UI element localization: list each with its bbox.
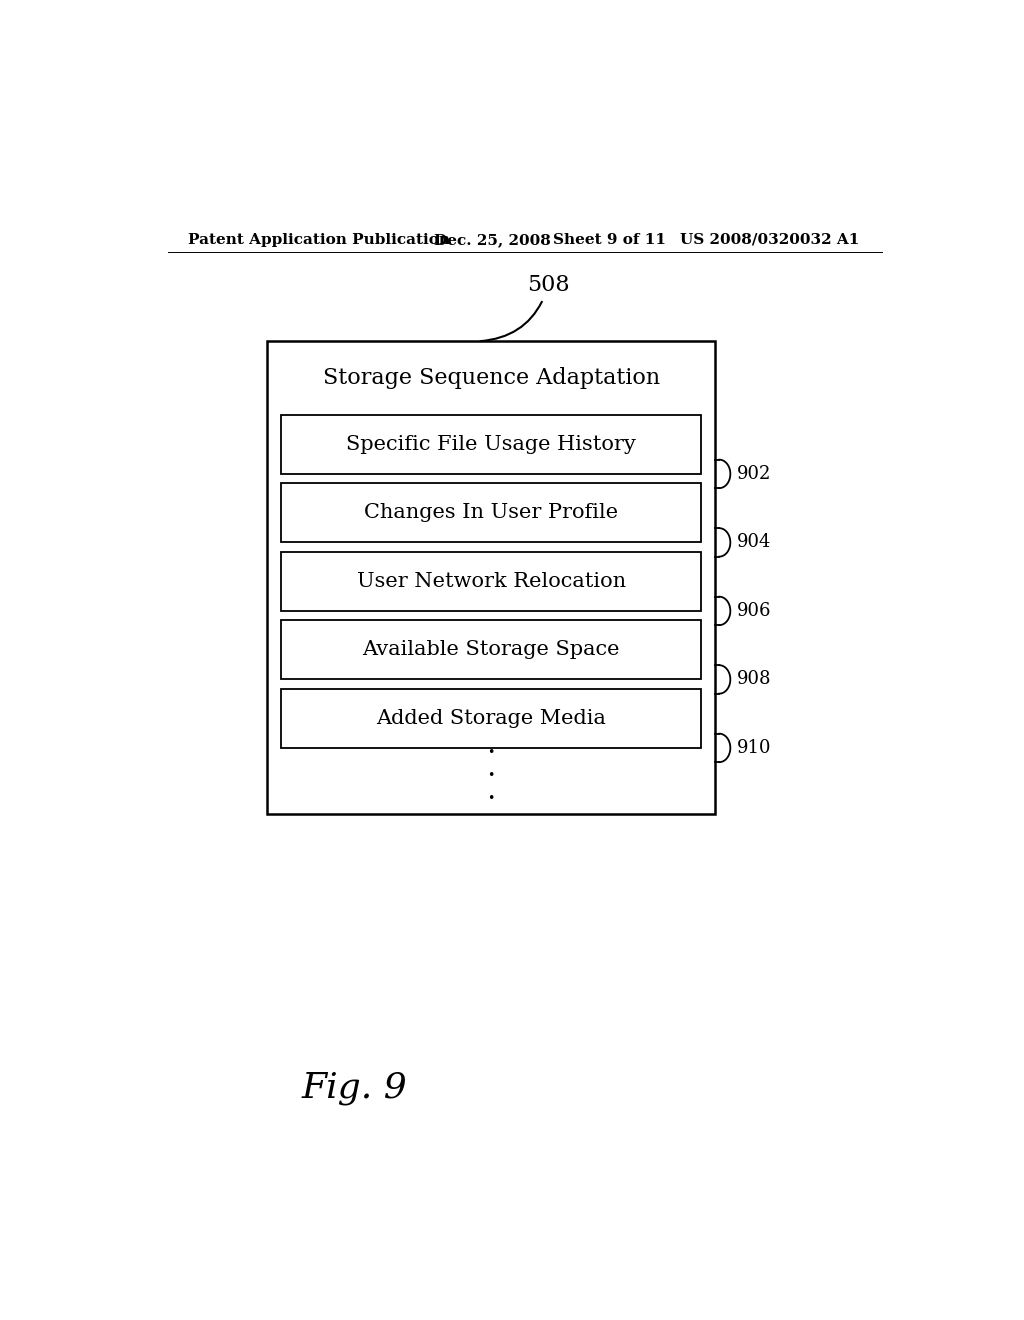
- Bar: [282, 620, 701, 680]
- Text: 906: 906: [736, 602, 771, 620]
- Bar: [282, 689, 701, 748]
- Text: Sheet 9 of 11: Sheet 9 of 11: [553, 232, 666, 247]
- Bar: [282, 414, 701, 474]
- Text: Patent Application Publication: Patent Application Publication: [187, 232, 450, 247]
- Text: Fig. 9: Fig. 9: [301, 1072, 408, 1105]
- Text: Changes In User Profile: Changes In User Profile: [364, 503, 618, 523]
- Bar: [282, 552, 701, 611]
- Text: Dec. 25, 2008: Dec. 25, 2008: [433, 232, 551, 247]
- Text: Storage Sequence Adaptation: Storage Sequence Adaptation: [323, 367, 659, 389]
- Bar: [267, 342, 715, 814]
- Text: 910: 910: [736, 739, 771, 756]
- Text: 508: 508: [480, 275, 569, 341]
- Text: 908: 908: [736, 671, 771, 689]
- Text: User Network Relocation: User Network Relocation: [356, 572, 626, 591]
- Text: Specific File Usage History: Specific File Usage History: [346, 434, 636, 454]
- Text: 902: 902: [736, 465, 771, 483]
- Text: Available Storage Space: Available Storage Space: [362, 640, 620, 659]
- Bar: [282, 483, 701, 543]
- Text: •
•
•: • • •: [487, 746, 495, 805]
- Text: 904: 904: [736, 533, 771, 552]
- Text: US 2008/0320032 A1: US 2008/0320032 A1: [680, 232, 859, 247]
- Text: Added Storage Media: Added Storage Media: [376, 709, 606, 727]
